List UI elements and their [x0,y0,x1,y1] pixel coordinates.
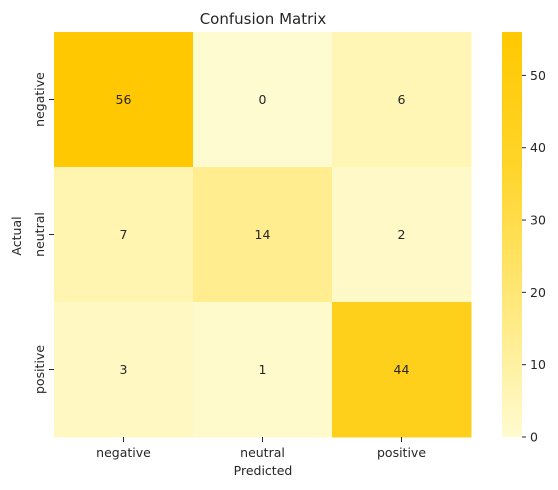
heatmap-cell-0-0 [54,32,194,168]
cell-value-label-2-2: 44 [394,362,410,377]
cell-value-label-1-2: 2 [398,227,406,242]
cell-value-label-0-2: 6 [398,92,406,107]
cell-value-label-0-1: 0 [259,92,267,107]
cell-value-label-2-0: 3 [120,362,128,377]
colorbar-tick-label-5: 50 [530,68,546,83]
heatmap-cell-0-2 [332,32,472,168]
colorbar-tick-label-4: 40 [530,140,546,155]
chart-title: Confusion Matrix [200,10,327,28]
y-axis-label: Actual [9,216,24,255]
x-tick-label-0: negative [96,445,151,460]
x-axis-ticks: negative neutral positive [96,437,426,460]
y-tick-label-2: positive [32,345,47,394]
heatmap-cell-1-1 [193,167,333,303]
colorbar-tick-label-0: 0 [530,430,538,445]
heatmap-cell-1-0 [54,167,194,303]
heatmap-cell-0-1 [193,32,333,168]
colorbar [502,32,522,437]
heatmap-cell-1-2 [332,167,472,303]
cell-value-label-1-1: 14 [255,227,271,242]
y-tick-label-0: negative [32,72,47,127]
colorbar-tick-label-2: 20 [530,285,546,300]
cell-value-label-0-0: 56 [116,92,132,107]
heatmap-cell-2-1 [193,302,333,438]
colorbar-tick-label-1: 10 [530,357,546,372]
x-tick-label-2: positive [377,445,426,460]
heatmap-cells [54,32,472,438]
x-tick-label-1: neutral [240,445,285,460]
x-axis-label: Predicted [234,463,293,478]
y-axis-ticks: negative neutral positive [32,72,54,394]
cell-value-label-1-0: 7 [120,227,128,242]
heatmap-cell-2-0 [54,302,194,438]
colorbar-ticks: 0 10 20 30 40 50 [522,68,546,445]
heatmap-cell-labels: 56 0 6 7 14 2 3 1 44 [116,92,410,377]
colorbar-tick-label-3: 30 [530,213,546,228]
y-tick-label-1: neutral [32,212,47,257]
cell-value-label-2-1: 1 [259,362,267,377]
heatmap-cell-2-2 [332,302,472,438]
